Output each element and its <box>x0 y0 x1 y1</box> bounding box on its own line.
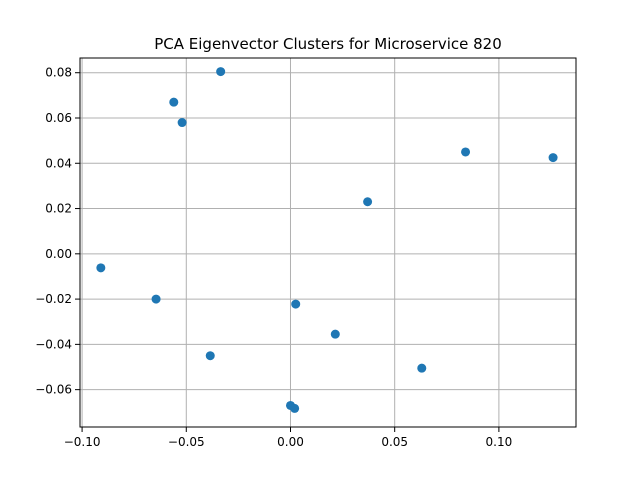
x-tick-label: −0.05 <box>168 435 205 449</box>
x-tick-label: 0.00 <box>277 435 304 449</box>
plot-area-frame <box>79 57 577 428</box>
data-point <box>177 118 187 128</box>
data-point <box>151 294 161 304</box>
y-tick-label: 0.02 <box>45 202 72 216</box>
y-tick-label: 0.06 <box>45 111 72 125</box>
y-axis: −0.06 −0.04 −0.02 0.00 0.02 0.04 0.06 0.08 <box>35 66 80 397</box>
data-point <box>417 363 427 373</box>
data-point <box>290 403 300 413</box>
data-point <box>363 197 373 207</box>
data-point <box>548 153 558 163</box>
data-point <box>96 263 106 273</box>
y-tick-label: −0.04 <box>35 337 72 351</box>
data-point <box>330 329 340 339</box>
x-tick-label: 0.10 <box>486 435 513 449</box>
y-tick-label: −0.06 <box>35 383 72 397</box>
chart-title: PCA Eigenvector Clusters for Microservic… <box>154 35 502 53</box>
x-tick-label: 0.05 <box>381 435 408 449</box>
x-axis: −0.10 −0.05 0.00 0.05 0.10 <box>64 427 513 449</box>
grid-lines <box>80 58 576 427</box>
y-tick-label: 0.04 <box>45 156 72 170</box>
y-tick-label: −0.02 <box>35 292 72 306</box>
data-point <box>461 147 471 157</box>
x-tick-label: −0.10 <box>64 435 101 449</box>
data-points <box>96 67 558 413</box>
data-point <box>216 67 226 77</box>
y-tick-label: 0.08 <box>45 66 72 80</box>
data-point <box>205 351 215 361</box>
data-point <box>291 299 301 309</box>
data-point <box>169 97 179 107</box>
y-tick-label: 0.00 <box>45 247 72 261</box>
